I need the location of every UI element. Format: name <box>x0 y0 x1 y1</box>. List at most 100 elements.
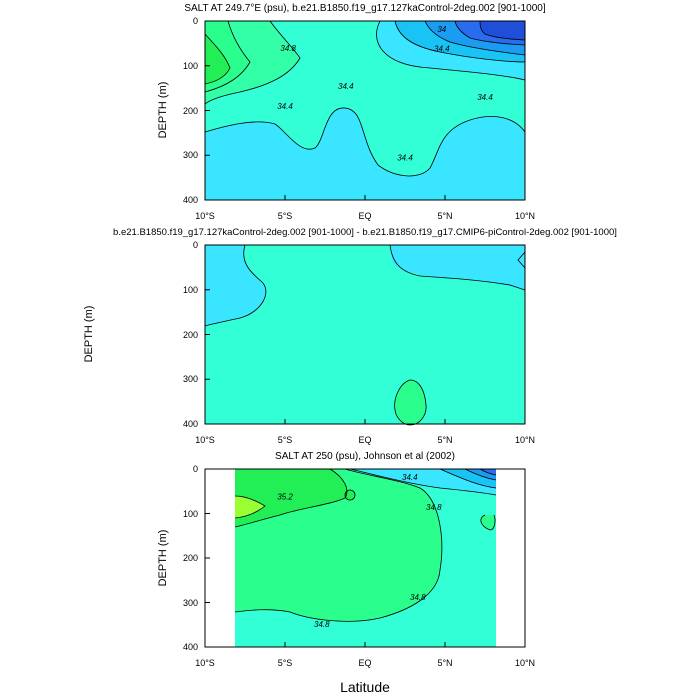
y-tick-label: 100 <box>183 509 198 519</box>
y-tick-label: 0 <box>193 464 198 474</box>
x-tick-label: EQ <box>358 658 371 668</box>
x-tick-label: 10°S <box>195 211 215 221</box>
panel-3-fill-fresh-4 <box>480 469 496 475</box>
y-tick-label: 200 <box>183 553 198 563</box>
panel-3: SALT AT 250 (psu), Johnson et al (2002) <box>157 451 535 668</box>
x-tick-label: EQ <box>358 435 371 445</box>
panel-1-contour-line <box>204 107 526 177</box>
panel-2-fill-salty-blob <box>394 380 427 425</box>
x-tick-label: 5°S <box>278 658 293 668</box>
y-tick-label: 300 <box>183 150 198 160</box>
x-tick-label: 5°N <box>437 658 452 668</box>
panel-3-contour-line <box>344 489 356 501</box>
y-tick-label: 100 <box>183 61 198 71</box>
panel-1-contour-lines <box>204 20 526 177</box>
panel-3-fill-blob-right <box>480 515 495 530</box>
panel-2-plot-area <box>204 244 526 426</box>
panel-1: SALT AT 249.7°E (psu), b.e21.B1850.f19_g… <box>157 3 546 221</box>
panel-1-plot-area: 34.8 34 34.4 34.4 34.4 34.4 34.4 <box>204 20 526 201</box>
panel-3-contour-labels: 35.2 34.4 34.8 34.8 34.8 <box>277 473 442 629</box>
contour-label: 34.8 <box>410 593 426 602</box>
panel-1-contour-line <box>376 20 526 81</box>
panel-2-fill-fresh-right <box>390 245 525 290</box>
contour-label: 34.4 <box>338 82 354 91</box>
panel-2-contour-lines <box>204 244 526 426</box>
contour-label: 34.4 <box>397 154 413 163</box>
panel-1-contour-labels: 34.8 34 34.4 34.4 34.4 34.4 34.4 <box>277 25 493 162</box>
panel-2-contour-line <box>389 244 526 291</box>
contour-label: 34.8 <box>314 620 330 629</box>
x-tick-label: 10°N <box>515 211 535 221</box>
panel-2-x-axis: 10°S 5°S EQ 5°N 10°N <box>195 419 535 445</box>
panel-2-fill-fresh-left <box>205 245 266 326</box>
x-tick-label: 10°N <box>515 435 535 445</box>
panel-1-fill-max <box>205 34 230 84</box>
y-tick-label: 200 <box>183 106 198 116</box>
y-tick-label: 300 <box>183 598 198 608</box>
panel-3-fill-352 <box>235 496 265 518</box>
panel-3-contour-line <box>349 468 497 496</box>
y-tick-label: 200 <box>183 330 198 340</box>
y-tick-label: 100 <box>183 285 198 295</box>
panel-1-contour-line <box>454 20 526 46</box>
x-tick-label: 10°S <box>195 658 215 668</box>
contour-label: 34.4 <box>277 102 293 111</box>
x-tick-label: 5°S <box>278 435 293 445</box>
contour-label: 34.8 <box>426 503 442 512</box>
panel-1-title: SALT AT 249.7°E (psu), b.e21.B1850.f19_g… <box>184 3 546 14</box>
panel-1-y-axis: 0 100 200 300 400 DEPTH (m) <box>157 16 210 205</box>
panel-2: b.e21.B1850.f19_g17.127kaControl-2deg.00… <box>113 227 617 445</box>
contour-label: 34.4 <box>434 45 450 54</box>
panel-3-y-axis: 0 100 200 300 400 DEPTH (m) <box>157 464 210 652</box>
panel-1-contour-line <box>424 20 526 56</box>
panel-1-fill-fresh-4 <box>480 21 525 40</box>
x-tick-label: 10°S <box>195 435 215 445</box>
y-tick-label: 400 <box>183 195 198 205</box>
panel-1-ylabel: DEPTH (m) <box>157 82 169 139</box>
y-tick-label: 400 <box>183 419 198 429</box>
x-tick-label: EQ <box>358 211 371 221</box>
panel-2-contour-line <box>394 379 427 426</box>
y-tick-label: 0 <box>193 16 198 26</box>
y-tick-label: 0 <box>193 240 198 250</box>
contour-label: 34 <box>437 25 446 34</box>
panel-3-x-axis: 10°S 5°S EQ 5°N 10°N <box>195 642 535 668</box>
panel-3-contour-line <box>479 468 497 476</box>
panel-3-contour-lines <box>234 468 497 622</box>
panel-2-title: b.e21.B1850.f19_g17.127kaControl-2deg.00… <box>113 227 617 238</box>
panel-3-contour-line <box>464 468 497 481</box>
y-tick-label: 300 <box>183 374 198 384</box>
x-tick-label: 5°N <box>437 211 452 221</box>
panel-3-contour-line <box>480 514 496 531</box>
panel-3-contour-line <box>234 468 348 528</box>
panel-3-plot-area: 35.2 34.4 34.8 34.8 34.8 <box>204 468 526 648</box>
panel-1-contour-line <box>204 20 251 93</box>
shared-xlabel: Latitude <box>340 679 390 695</box>
contour-label: 35.2 <box>277 493 293 502</box>
y-tick-label: 400 <box>183 642 198 652</box>
panel-3-title: SALT AT 250 (psu), Johnson et al (2002) <box>275 451 455 462</box>
panel-1-contour-line <box>204 33 231 85</box>
x-tick-label: 10°N <box>515 658 535 668</box>
contour-label: 34.8 <box>280 44 296 53</box>
panel-2-contour-line <box>204 244 267 327</box>
panel-1-contour-line <box>479 20 526 41</box>
panel-1-x-axis: 10°S 5°S EQ 5°N 10°N <box>195 195 535 221</box>
panel-3-contour-line <box>234 495 266 519</box>
x-tick-label: 5°S <box>278 211 293 221</box>
panel-3-fill-35 <box>235 469 347 527</box>
panel-3-contour-line <box>439 468 497 489</box>
panel-1-contour-line <box>394 20 526 63</box>
panel-1-contour-line <box>204 20 301 105</box>
contour-label: 34.4 <box>477 93 493 102</box>
shared-ylabel: DEPTH (m) <box>83 306 95 363</box>
panel-2-fill-fresh-edge <box>518 252 525 268</box>
panel-3-ylabel: DEPTH (m) <box>157 530 169 587</box>
panel-2-contour-line <box>517 251 526 269</box>
panel-3-fill-blob-mid <box>345 490 355 500</box>
panel-2-y-axis: 0 100 200 300 400 <box>183 240 210 429</box>
panel-3-contour-line <box>234 468 443 622</box>
contour-label: 34.4 <box>402 473 418 482</box>
x-tick-label: 5°N <box>437 435 452 445</box>
